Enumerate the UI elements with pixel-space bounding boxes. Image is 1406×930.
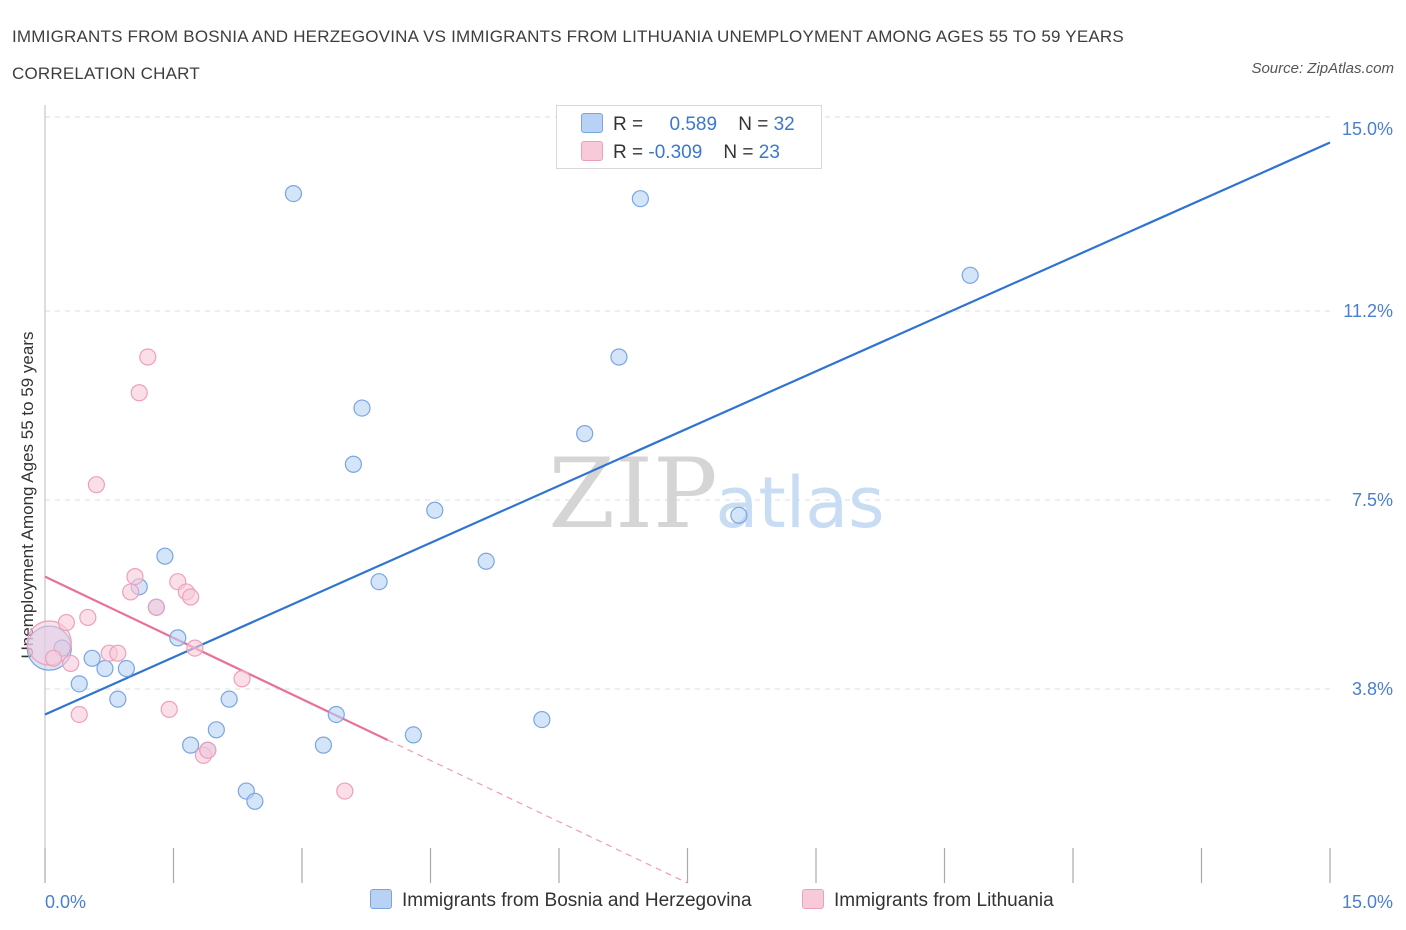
point-bosnia: [117, 659, 135, 678]
point-lithuania: [62, 654, 80, 673]
watermark: ZIP atlas: [548, 438, 884, 550]
bottom-legend-swatch-bosnia: [370, 889, 392, 909]
y-tick-label: 15.0%: [1342, 119, 1393, 139]
point-lithuania: [79, 608, 97, 627]
point-bosnia: [327, 705, 345, 724]
point-lithuania: [139, 348, 157, 366]
legend-n-value-bosnia: 32: [773, 114, 795, 135]
point-lithuania: [87, 476, 106, 494]
point-lithuania: [233, 670, 251, 688]
bottom-legend-swatch-lithuania: [802, 889, 824, 909]
point-bosnia: [353, 399, 371, 417]
point-lithuania: [130, 384, 148, 402]
bottom-legend-label-lithuania: Immigrants from Lithuania: [834, 890, 1054, 911]
point-lithuania: [57, 613, 76, 632]
point-lithuania: [186, 639, 204, 657]
point-lithuania: [122, 583, 140, 601]
legend-swatch-lithuania: [581, 141, 603, 161]
point-bosnia: [220, 690, 238, 708]
point-lithuania: [160, 700, 178, 718]
point-bosnia: [610, 348, 628, 366]
watermark-atlas: atlas: [715, 462, 884, 544]
point-bosnia: [207, 721, 225, 739]
legend-n-value-lithuania: 23: [758, 142, 780, 163]
legend-swatch-bosnia: [581, 113, 603, 133]
point-lithuania: [336, 782, 354, 800]
point-bosnia: [370, 573, 388, 591]
source-label: Source: ZipAtlas.com: [1251, 60, 1394, 77]
point-bosnia: [246, 792, 264, 810]
point-lithuania: [126, 567, 144, 586]
point-bosnia: [314, 736, 333, 754]
legend-row-lithuania: R = -0.309 N = 23: [581, 141, 780, 167]
point-bosnia: [730, 506, 748, 524]
x-tick-label: 0.0%: [45, 892, 86, 912]
point-bosnia: [70, 675, 88, 693]
point-bosnia: [576, 425, 594, 443]
trend-line-bosnia: [44, 141, 1331, 716]
point-bosnia: [83, 649, 101, 667]
point-bosnia: [182, 736, 200, 754]
y-tick-label: 7.5%: [1352, 490, 1393, 510]
point-bosnia: [477, 552, 495, 570]
bottom-legend-lithuania: Immigrants from Lithuania: [802, 889, 1054, 912]
point-bosnia: [631, 190, 649, 208]
point-bosnia: [961, 266, 979, 284]
point-bosnia: [344, 455, 362, 473]
legend-r-value-bosnia: 0.589: [669, 114, 718, 135]
point-bosnia: [404, 726, 422, 744]
axes: [44, 105, 1331, 883]
bottom-legend-bosnia: Immigrants from Bosnia and Herzegovina: [370, 889, 752, 912]
point-bosnia: [533, 710, 551, 729]
chart-title: IMMIGRANTS FROM BOSNIA AND HERZEGOVINA V…: [12, 27, 1124, 83]
legend-n-label: N =: [723, 142, 754, 163]
point-bosnia: [109, 690, 127, 708]
point-bosnia: [156, 547, 174, 565]
point-lithuania: [44, 649, 63, 667]
y-tick-label: 11.2%: [1343, 301, 1393, 321]
data-points: [26, 185, 979, 810]
point-lithuania: [109, 644, 127, 662]
legend-r-label: R =: [613, 142, 644, 163]
legend-row-bosnia: R = 0.589 N = 32: [581, 113, 795, 139]
y-tick-label: 3.8%: [1352, 679, 1393, 699]
point-lithuania: [147, 598, 165, 616]
legend-r-label: R =: [613, 114, 644, 135]
point-bosnia: [284, 185, 303, 203]
tick-labels: 3.8% 7.5% 11.2% 15.0% 0.0% 15.0%: [45, 119, 1393, 912]
point-lithuania: [199, 741, 217, 759]
point-bosnia: [426, 501, 444, 519]
point-lithuania: [70, 705, 88, 724]
bottom-legend-label-bosnia: Immigrants from Bosnia and Herzegovina: [402, 890, 752, 911]
point-bosnia: [169, 629, 187, 647]
watermark-zip: ZIP: [548, 438, 717, 550]
legend-box: R = 0.589 N = 32 R = -0.309 N = 23: [556, 105, 822, 169]
trend-line-lithuania-dashed: [387, 739, 688, 884]
gridlines: [45, 116, 1330, 690]
point-lithuania: [182, 588, 200, 606]
x-tick-label: 15.0%: [1342, 892, 1393, 912]
legend-n-label: N =: [738, 114, 769, 135]
legend-r-value-lithuania: -0.309: [648, 142, 703, 163]
point-bosnia: [96, 659, 114, 678]
